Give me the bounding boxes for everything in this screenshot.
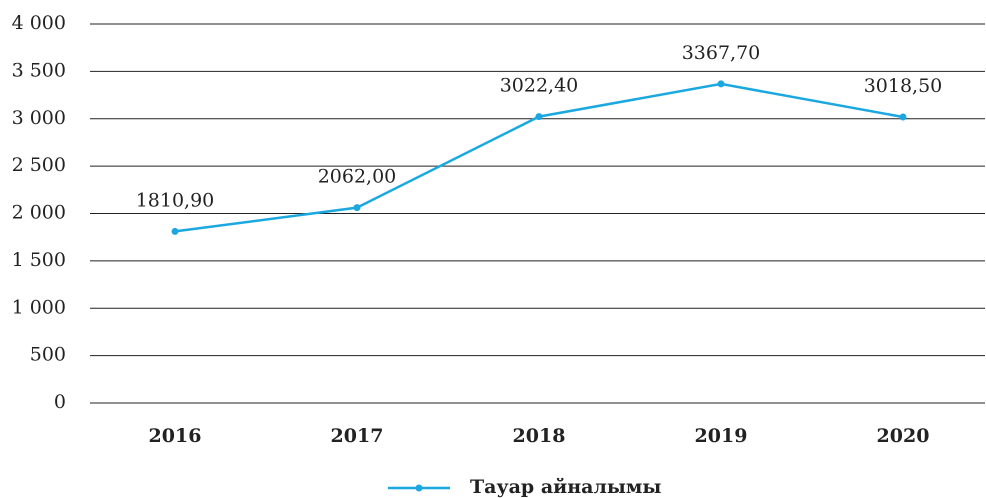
point xyxy=(717,80,725,88)
data-label: 2062,00 xyxy=(318,166,397,188)
data-label: 3367,70 xyxy=(682,42,761,64)
y-tick-label: 3 500 xyxy=(12,59,66,81)
x-tick-label: 2019 xyxy=(695,425,748,447)
series-line xyxy=(174,82,904,233)
point xyxy=(171,227,179,235)
y-tick-label: 500 xyxy=(30,344,66,366)
point xyxy=(535,113,543,121)
data-label: 1810,90 xyxy=(136,189,215,211)
point xyxy=(353,204,361,212)
point xyxy=(899,113,907,121)
y-tick-label: 4 000 xyxy=(12,12,66,34)
data-label: 3022,40 xyxy=(500,75,579,97)
data-label: 3018,50 xyxy=(864,75,943,97)
y-tick-label: 2 500 xyxy=(12,154,66,176)
x-tick-label: 2020 xyxy=(877,425,930,447)
y-tick-label: 2 000 xyxy=(12,202,66,224)
x-tick-label: 2016 xyxy=(149,425,202,447)
y-tick-label: 1 000 xyxy=(12,296,66,318)
x-tick-label: 2017 xyxy=(331,425,384,447)
x-tick-label: 2018 xyxy=(513,425,566,447)
y-tick-label: 0 xyxy=(54,391,66,413)
y-tick-label: 3 000 xyxy=(12,107,66,129)
legend-marker xyxy=(415,484,423,492)
legend-label: Тауар айналымы xyxy=(470,476,661,498)
y-tick-label: 1 500 xyxy=(12,249,66,271)
